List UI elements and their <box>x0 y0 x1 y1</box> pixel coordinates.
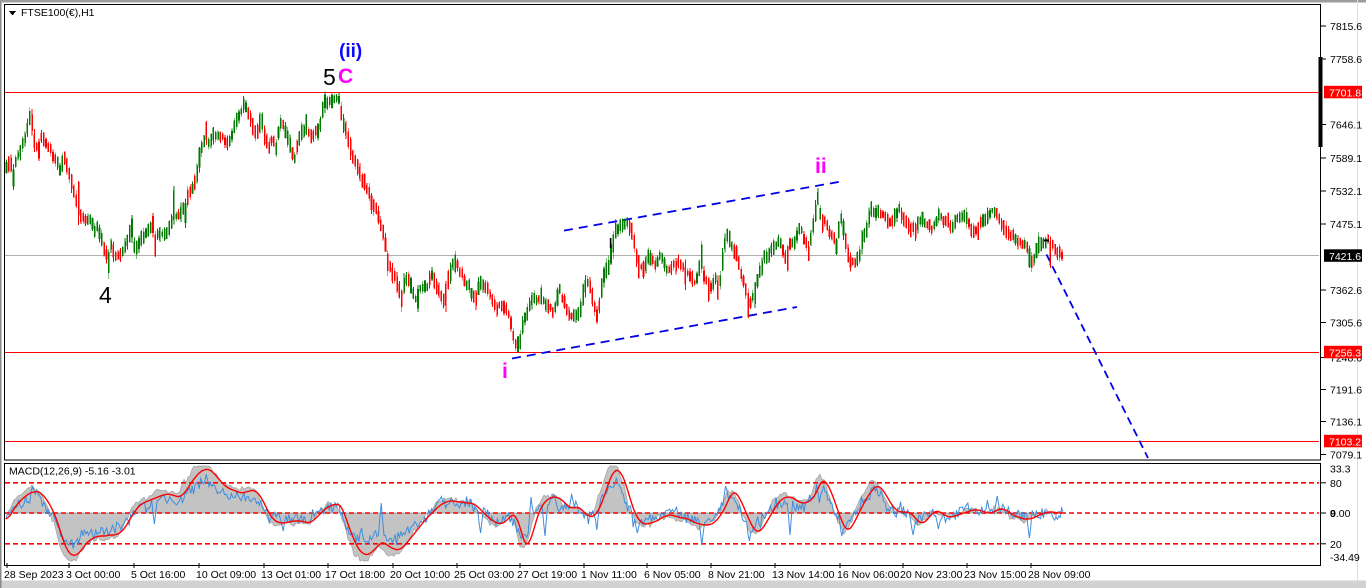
svg-text:5: 5 <box>323 64 336 90</box>
svg-text:28 Nov 09:00: 28 Nov 09:00 <box>1028 569 1091 581</box>
svg-text:-34.49: -34.49 <box>1330 552 1360 564</box>
svg-text:10 Oct 09:00: 10 Oct 09:00 <box>196 569 256 581</box>
svg-text:C: C <box>338 65 353 88</box>
svg-text:16 Nov 06:00: 16 Nov 06:00 <box>837 569 900 581</box>
svg-text:7421.6: 7421.6 <box>1329 251 1361 263</box>
svg-text:7475.1: 7475.1 <box>1330 219 1362 231</box>
svg-text:80: 80 <box>1330 478 1342 490</box>
svg-text:20 Nov 23:00: 20 Nov 23:00 <box>900 569 963 581</box>
svg-text:8 Nov 21:00: 8 Nov 21:00 <box>708 569 765 581</box>
svg-text:7362.6: 7362.6 <box>1330 285 1362 297</box>
svg-text:7256.3: 7256.3 <box>1329 347 1361 359</box>
svg-text:25 Oct 03:00: 25 Oct 03:00 <box>454 569 514 581</box>
svg-text:13 Oct 01:00: 13 Oct 01:00 <box>261 569 321 581</box>
svg-text:0.00: 0.00 <box>1330 508 1351 520</box>
svg-text:17 Oct 18:00: 17 Oct 18:00 <box>325 569 385 581</box>
svg-text:i: i <box>502 360 508 383</box>
svg-text:3 Oct 00:00: 3 Oct 00:00 <box>66 569 120 581</box>
svg-text:20 Oct 10:00: 20 Oct 10:00 <box>390 569 450 581</box>
svg-text:28 Sep 2023: 28 Sep 2023 <box>4 569 64 581</box>
svg-text:4: 4 <box>99 282 112 308</box>
svg-text:7646.1: 7646.1 <box>1330 120 1362 132</box>
svg-text:23 Nov 15:00: 23 Nov 15:00 <box>964 569 1027 581</box>
svg-text:13 Nov 14:00: 13 Nov 14:00 <box>772 569 835 581</box>
svg-text:7103.2: 7103.2 <box>1329 436 1361 448</box>
svg-text:(ii): (ii) <box>339 41 362 62</box>
svg-text:ii: ii <box>815 155 827 178</box>
svg-text:1 Nov 11:00: 1 Nov 11:00 <box>581 569 637 581</box>
svg-text:MACD(12,26,9) -5.16 -3.01: MACD(12,26,9) -5.16 -3.01 <box>9 466 136 478</box>
svg-text:7701.8: 7701.8 <box>1329 87 1361 99</box>
svg-text:6 Nov 05:00: 6 Nov 05:00 <box>644 569 701 581</box>
svg-text:7589.1: 7589.1 <box>1330 153 1362 165</box>
svg-text:7136.1: 7136.1 <box>1330 417 1362 429</box>
svg-text:7079.1: 7079.1 <box>1330 450 1362 462</box>
svg-text:7305.6: 7305.6 <box>1330 318 1362 330</box>
svg-text:33.3: 33.3 <box>1330 464 1351 476</box>
svg-text:FTSE100(€),H1: FTSE100(€),H1 <box>21 7 95 19</box>
svg-text:7758.6: 7758.6 <box>1330 54 1362 66</box>
svg-text:27 Oct 19:00: 27 Oct 19:00 <box>517 569 577 581</box>
svg-text:9: 9 <box>1330 508 1336 520</box>
svg-text:7532.1: 7532.1 <box>1330 186 1362 198</box>
svg-text:20: 20 <box>1330 539 1342 551</box>
svg-text:7191.6: 7191.6 <box>1330 385 1362 397</box>
svg-text:7815.6: 7815.6 <box>1330 21 1362 33</box>
svg-text:5 Oct 16:00: 5 Oct 16:00 <box>131 569 185 581</box>
